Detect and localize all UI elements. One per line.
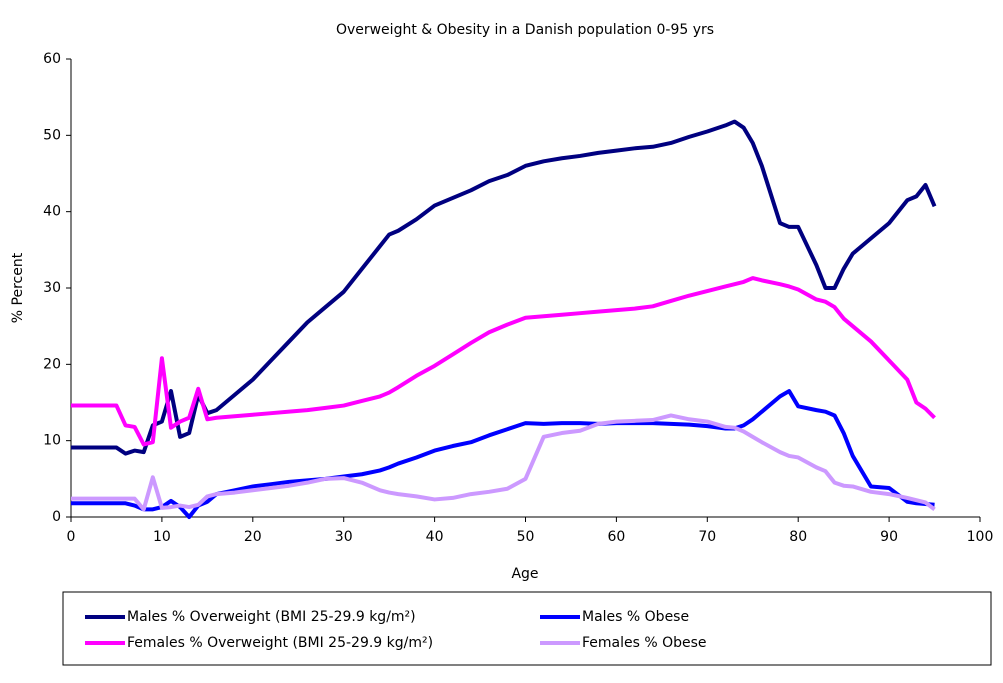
x-axis-label: Age <box>511 566 538 582</box>
y-tick-label: 40 <box>43 204 61 220</box>
series-line <box>71 276 936 447</box>
x-tick-label: 20 <box>244 529 262 545</box>
y-axis-label: % Percent <box>10 252 26 323</box>
x-tick-label: 40 <box>426 529 444 545</box>
legend-label: Males % Overweight (BMI 25-29.9 kg/m²) <box>127 609 416 625</box>
series-line <box>71 119 937 456</box>
legend-label: Females % Obese <box>582 635 707 651</box>
x-tick-label: 0 <box>67 529 76 545</box>
y-tick-label: 50 <box>43 127 61 143</box>
x-tick-label: 60 <box>607 529 625 545</box>
chart-title: Overweight & Obesity in a Danish populat… <box>336 22 714 38</box>
legend-label: Males % Obese <box>582 609 689 625</box>
series-line <box>71 413 936 512</box>
series-line <box>71 389 935 519</box>
y-tick-label: 10 <box>43 433 61 449</box>
x-tick-label: 80 <box>789 529 807 545</box>
y-tick-label: 30 <box>43 280 61 296</box>
legend-box <box>62 591 992 666</box>
y-tick-label: 20 <box>43 356 61 372</box>
x-tick-label: 100 <box>967 529 994 545</box>
y-tick-label: 60 <box>43 51 61 67</box>
x-tick-label: 30 <box>335 529 353 545</box>
y-tick-label: 0 <box>52 509 61 525</box>
legend-label: Females % Overweight (BMI 25-29.9 kg/m²) <box>127 635 433 651</box>
x-tick-label: 10 <box>153 529 171 545</box>
x-tick-label: 70 <box>698 529 716 545</box>
x-tick-label: 50 <box>517 529 535 545</box>
x-tick-label: 90 <box>880 529 898 545</box>
